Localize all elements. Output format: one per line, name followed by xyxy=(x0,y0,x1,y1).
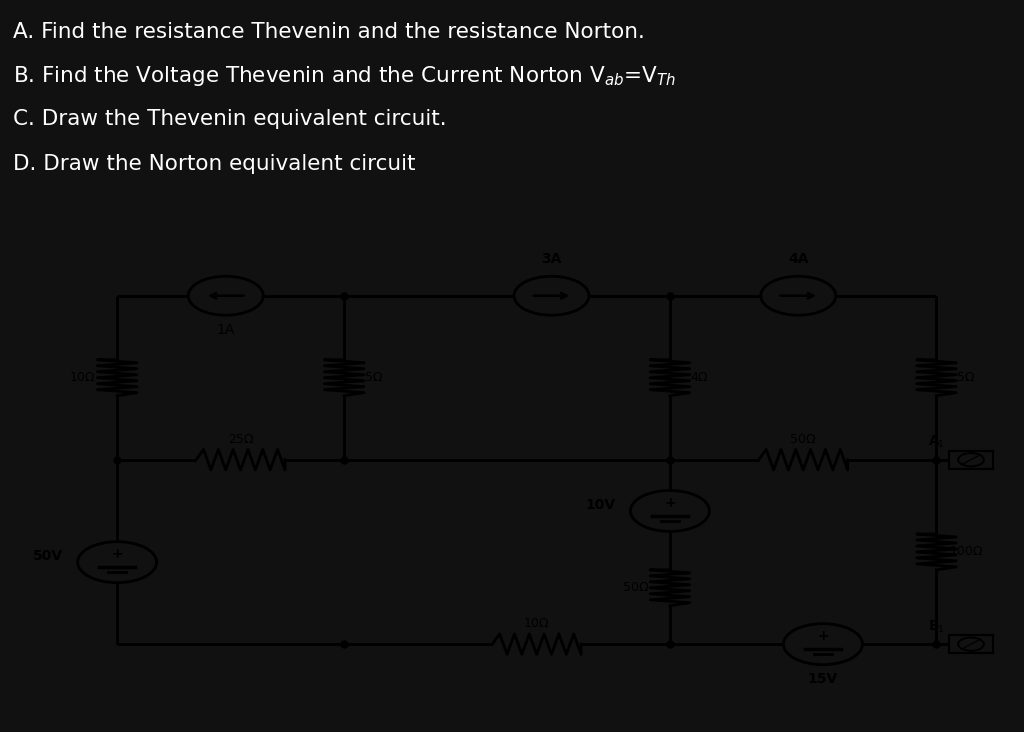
Text: 1A: 1A xyxy=(216,323,234,337)
Text: 1: 1 xyxy=(938,440,944,449)
Text: B. Find the Voltage Thevenin and the Current Norton V$_{ab}$=V$_{Th}$: B. Find the Voltage Thevenin and the Cur… xyxy=(13,64,676,88)
Text: 15V: 15V xyxy=(808,672,838,687)
Text: 25Ω: 25Ω xyxy=(227,433,253,446)
Text: A. Find the resistance Thevenin and the resistance Norton.: A. Find the resistance Thevenin and the … xyxy=(13,22,645,42)
Text: C. Draw the Thevenin equivalent circuit.: C. Draw the Thevenin equivalent circuit. xyxy=(13,109,446,129)
Text: 5Ω: 5Ω xyxy=(365,371,383,384)
Text: 3A: 3A xyxy=(542,252,562,266)
Text: 5Ω: 5Ω xyxy=(957,371,975,384)
Text: 100Ω: 100Ω xyxy=(949,545,983,559)
Text: 4A: 4A xyxy=(788,252,809,266)
Text: 50V: 50V xyxy=(33,549,62,563)
Text: D. Draw the Norton equivalent circuit: D. Draw the Norton equivalent circuit xyxy=(13,154,416,174)
Text: +: + xyxy=(112,548,123,561)
Text: +: + xyxy=(665,496,676,510)
Bar xyxy=(949,451,993,468)
Text: 10V: 10V xyxy=(586,498,615,512)
Text: 50Ω: 50Ω xyxy=(791,433,816,446)
Text: 4Ω: 4Ω xyxy=(691,371,709,384)
Text: +: + xyxy=(817,630,828,643)
Text: A: A xyxy=(929,434,939,448)
Text: B: B xyxy=(929,619,939,632)
Bar xyxy=(949,635,993,653)
Text: 50Ω: 50Ω xyxy=(623,581,648,594)
Text: 1: 1 xyxy=(938,624,944,634)
Text: 10Ω: 10Ω xyxy=(70,371,95,384)
Text: 10Ω: 10Ω xyxy=(524,617,550,630)
